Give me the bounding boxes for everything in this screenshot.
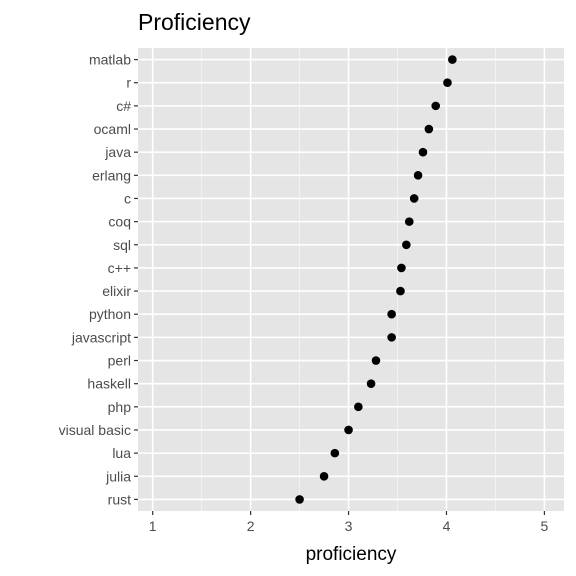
y-tick-label: r	[126, 75, 131, 91]
data-point-r	[443, 78, 452, 88]
data-points	[295, 55, 457, 504]
y-tick-label: lua	[112, 445, 131, 461]
data-point-javascript	[387, 333, 396, 342]
x-tick-label: 1	[149, 518, 157, 534]
y-tick-label: haskell	[87, 376, 131, 392]
data-point-matlab	[448, 55, 457, 64]
y-tick-label: elixir	[102, 283, 131, 299]
y-tick-label: erlang	[92, 167, 131, 183]
y-tick-label: julia	[105, 468, 131, 484]
plot-panel	[138, 48, 564, 511]
grid-lines	[138, 48, 564, 511]
y-tick-label: c#	[116, 98, 131, 114]
y-tick-label: c	[124, 190, 131, 206]
data-point-ocaml	[424, 124, 434, 134]
data-point-sql	[402, 240, 411, 250]
data-point-rust	[295, 495, 304, 504]
data-point-python	[387, 309, 396, 319]
y-tick-label: javascript	[71, 329, 131, 345]
data-point-php	[354, 402, 363, 412]
data-point-c-	[431, 101, 441, 111]
y-tick-label: c++	[108, 260, 131, 276]
y-tick-label: rust	[108, 491, 131, 507]
x-axis: 1 2 3 4 5	[149, 511, 549, 534]
data-point-haskell	[366, 379, 376, 388]
y-tick-label: sql	[113, 237, 131, 253]
y-tick-label: python	[89, 306, 131, 322]
x-tick-label: 3	[345, 518, 353, 534]
data-point-c	[409, 194, 419, 203]
y-tick-label: ocaml	[94, 121, 131, 137]
x-tick-label: 5	[541, 518, 549, 534]
data-point-perl	[371, 356, 381, 365]
y-tick-label: matlab	[89, 52, 131, 68]
data-point-coq	[404, 217, 414, 226]
chart-title: Proficiency	[138, 9, 251, 35]
data-point-erlang	[413, 171, 423, 180]
y-axis: matlab r c# ocaml java erlang c coq sql c++ elixir…	[59, 52, 138, 507]
y-tick-label: perl	[108, 353, 131, 369]
x-axis-title: proficiency	[306, 544, 397, 565]
data-point-julia	[319, 471, 329, 481]
data-point-elixir	[396, 286, 405, 296]
y-tick-label: php	[108, 399, 132, 415]
y-tick-label: java	[104, 144, 131, 160]
y-tick-label: coq	[108, 214, 131, 230]
data-point-java	[418, 147, 428, 157]
y-tick-label: visual basic	[59, 422, 131, 438]
data-point-lua	[330, 448, 340, 458]
data-point-c-	[397, 263, 406, 273]
x-tick-label: 4	[443, 518, 451, 534]
x-tick-label: 2	[247, 518, 255, 534]
data-point-visual-basic	[344, 425, 353, 435]
